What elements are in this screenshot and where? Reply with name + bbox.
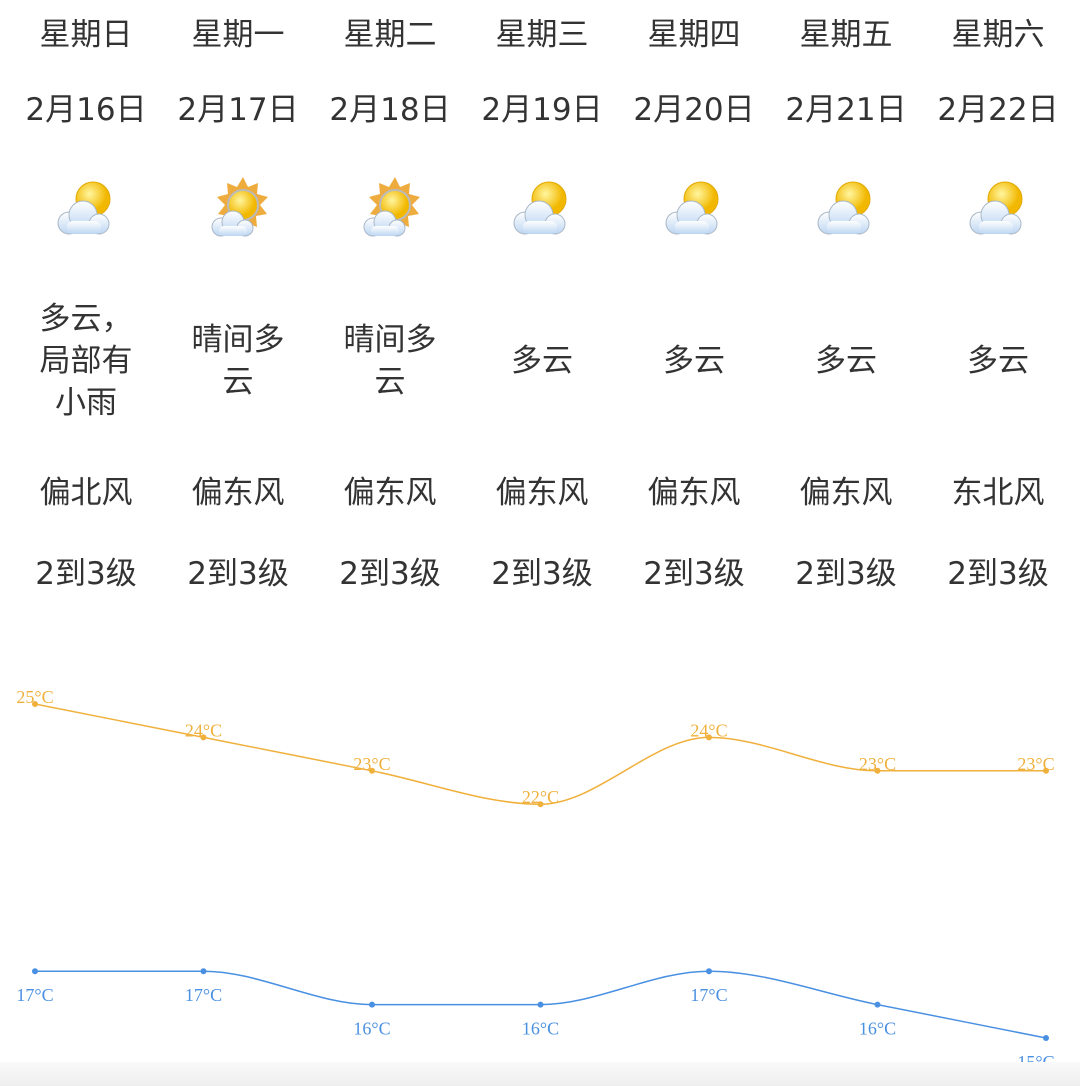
low-temp-point (537, 1001, 544, 1008)
low-temp-point (32, 968, 38, 975)
high-temp-point (706, 734, 712, 741)
bottom-bar (0, 1062, 1080, 1086)
partly-cloudy-icon (811, 150, 881, 268)
date-label: 2月20日 (633, 92, 755, 128)
low-temp-label: 16°C (859, 1019, 896, 1039)
day-column: 星期五 2月21日 多云 偏东风 2到3级 (770, 0, 922, 612)
wind-direction: 偏东风 (495, 475, 589, 511)
high-temp-label: 24°C (690, 720, 727, 740)
low-temp-point (369, 1001, 375, 1008)
date-label: 2月17日 (177, 92, 299, 128)
low-temp-point (874, 1001, 881, 1008)
wind-direction: 偏东风 (191, 475, 285, 511)
day-column: 星期二 2月18日 晴间多云 偏东风 2到3级 (314, 0, 466, 612)
day-column: 星期六 2月22日 多云 东北风 2到3级 (922, 0, 1074, 612)
wind-direction: 偏东风 (343, 475, 437, 511)
partly-cloudy-icon (659, 150, 729, 268)
weekday-label: 星期日 (39, 17, 133, 53)
wind-level: 2到3级 (339, 556, 441, 592)
day-column: 星期四 2月20日 多云 偏东风 2到3级 (618, 0, 770, 612)
weekday-label: 星期四 (647, 17, 741, 53)
partly-cloudy-icon (507, 150, 577, 268)
high-temp-point (537, 801, 544, 808)
weather-description: 多云 (815, 343, 877, 379)
high-temp-point (1043, 767, 1049, 774)
high-temp-label: 23°C (859, 754, 896, 774)
wind-level: 2到3级 (35, 556, 137, 592)
weekday-label: 星期二 (343, 17, 437, 53)
forecast-grid: 星期日 2月16日 多云，局部有小雨 偏北风 2到3级 星期一 2月17日 晴间多… (10, 0, 1074, 612)
low-temp-label: 16°C (522, 1019, 559, 1039)
high-temp-point (369, 767, 375, 774)
weather-description: 多云 (663, 343, 725, 379)
date-label: 2月18日 (329, 92, 451, 128)
date-label: 2月19日 (481, 92, 603, 128)
partly-cloudy-icon (963, 150, 1033, 268)
wind-level: 2到3级 (187, 556, 289, 592)
high-temp-point (874, 767, 881, 774)
weather-description: 晴间多云 (191, 322, 285, 400)
high-temp-label: 23°C (1017, 754, 1054, 774)
weekday-label: 星期一 (191, 17, 285, 53)
low-temp-point (200, 968, 207, 975)
wind-level: 2到3级 (643, 556, 745, 592)
date-label: 2月16日 (25, 92, 147, 128)
high-temp-label: 23°C (353, 754, 390, 774)
weekday-label: 星期五 (799, 17, 893, 53)
high-temp-label: 22°C (522, 787, 559, 807)
weekday-label: 星期三 (495, 17, 589, 53)
wind-direction: 偏北风 (39, 475, 133, 511)
wind-direction: 偏东风 (799, 475, 893, 511)
date-label: 2月22日 (937, 92, 1059, 128)
weather-description: 多云 (967, 343, 1029, 379)
sunny-intervals-icon (203, 150, 273, 268)
low-temp-label: 17°C (185, 985, 222, 1005)
temperature-chart: 25°C 24°C 23°C 22°C 24°C 23°C 23°C 17°C 17°C 16°C… (16, 687, 1054, 1070)
low-temp-point (1043, 1035, 1049, 1041)
low-temp-label: 16°C (353, 1019, 390, 1039)
high-temp-label: 24°C (185, 720, 222, 740)
date-label: 2月21日 (785, 92, 907, 128)
high-temp-label: 25°C (16, 687, 53, 707)
wind-level: 2到3级 (795, 556, 897, 592)
wind-direction: 东北风 (951, 475, 1045, 511)
day-column: 星期一 2月17日 晴间多云 偏东风 2到3级 (162, 0, 314, 612)
partly-cloudy-icon (51, 150, 121, 268)
low-temp-label: 17°C (690, 985, 727, 1005)
high-temp-point (32, 701, 38, 707)
weekday-label: 星期六 (951, 17, 1045, 53)
weather-description: 多云，局部有小雨 (39, 301, 133, 421)
weather-description: 多云 (511, 343, 573, 379)
wind-level: 2到3级 (491, 556, 593, 592)
low-temp-label: 17°C (16, 985, 53, 1005)
day-column: 星期三 2月19日 多云 偏东风 2到3级 (466, 0, 618, 612)
weather-description: 晴间多云 (343, 322, 437, 400)
high-temp-point (200, 734, 207, 741)
day-column: 星期日 2月16日 多云，局部有小雨 偏北风 2到3级 (10, 0, 162, 612)
low-temp-point (706, 968, 712, 975)
sunny-intervals-icon (355, 150, 425, 268)
wind-level: 2到3级 (947, 556, 1049, 592)
wind-direction: 偏东风 (647, 475, 741, 511)
